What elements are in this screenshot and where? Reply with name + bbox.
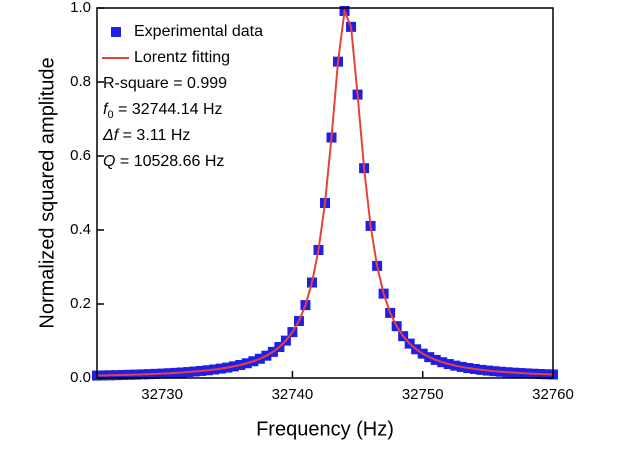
annotation-text: = 10528.66 Hz: [115, 153, 224, 170]
y-tick-label: 0.4: [70, 221, 91, 238]
legend-marker: [111, 27, 121, 37]
annotation: f0 = 32744.14 Hz: [103, 101, 223, 121]
legend-label: Lorentz fitting: [134, 49, 230, 66]
annotation: R-square = 0.999: [103, 75, 227, 92]
annotation-text: = 3.11 Hz: [118, 127, 190, 144]
annotation-text: R-square = 0.999: [103, 75, 227, 92]
annotation-symbol: Δf: [102, 127, 120, 144]
y-tick-label: 0.0: [70, 369, 91, 386]
y-tick-label: 0.2: [70, 295, 91, 312]
x-tick-label: 32730: [141, 386, 183, 403]
annotation-symbol: Q: [103, 153, 115, 170]
x-tick-label: 32750: [402, 386, 444, 403]
y-tick-label: 1.0: [70, 0, 91, 16]
y-tick-label: 0.8: [70, 73, 91, 90]
annotation-subscript: 0: [107, 109, 113, 121]
annotation-symbol: f: [103, 101, 109, 118]
y-tick-label: 0.6: [70, 147, 91, 164]
annotation: Δf = 3.11 Hz: [102, 127, 190, 144]
legend-label: Experimental data: [134, 23, 263, 40]
x-axis-label: Frequency (Hz): [256, 418, 394, 440]
fit-line: [96, 7, 554, 377]
y-axis-label: Normalized squared amplitude: [36, 57, 58, 328]
annotation: Q = 10528.66 Hz: [103, 153, 224, 170]
annotation-text: = 32744.14 Hz: [114, 101, 223, 118]
x-tick-label: 32740: [272, 386, 314, 403]
x-tick-label: 32760: [532, 386, 574, 403]
plot-frame: [96, 7, 554, 379]
